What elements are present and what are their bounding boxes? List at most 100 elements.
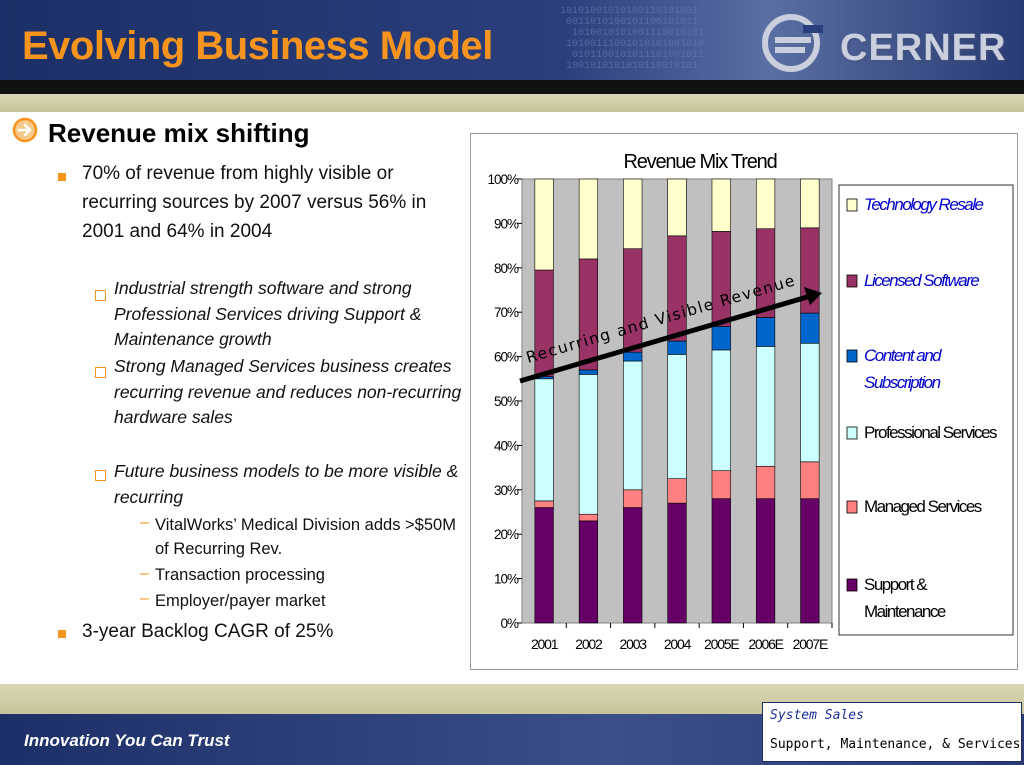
- x-tick-label: 2003: [620, 636, 648, 652]
- sub-bullet-text: Strong Managed Services business creates…: [114, 356, 462, 427]
- y-tick-label: 100%: [487, 172, 519, 187]
- y-tick-label: 0%: [500, 616, 519, 631]
- legend-label: Licensed Software: [864, 271, 979, 290]
- section-heading: Revenue mix shifting: [48, 118, 310, 148]
- bar-segment: [667, 340, 687, 355]
- bar-segment: [623, 489, 643, 508]
- x-tick-label: 2007E: [793, 636, 828, 652]
- y-tick-label: 50%: [494, 394, 519, 409]
- x-tick-label: 2004: [664, 636, 692, 652]
- legend-swatch: [846, 198, 858, 212]
- bar-segment: [755, 317, 776, 347]
- bar-segment: [755, 228, 776, 318]
- bar-segment: [623, 178, 643, 250]
- trend-arrow-line: [519, 292, 815, 384]
- sub-sub-bullet-text: VitalWorks’ Medical Division adds >$50M …: [155, 516, 456, 558]
- dash-bullet-icon: –: [140, 565, 149, 582]
- hollow-square-bullet-icon: [95, 470, 106, 481]
- bar-segment: [578, 369, 599, 375]
- binary-pattern-decoration: 10101001010100110101001 0011010100101100…: [560, 6, 705, 72]
- y-tick-label: 20%: [494, 527, 519, 542]
- square-bullet-icon: [58, 624, 72, 638]
- dash-bullet-icon: –: [140, 514, 149, 531]
- hollow-square-bullet-icon: [95, 367, 106, 378]
- y-tick-label: 70%: [494, 305, 519, 320]
- bar-segment: [578, 520, 599, 624]
- bar-segment: [534, 507, 554, 624]
- legend-box: [838, 184, 1014, 636]
- bar-segment: [623, 507, 643, 624]
- bar-segment: [800, 498, 820, 624]
- y-tick-label: 90%: [494, 216, 519, 231]
- y-tick-label: 40%: [494, 438, 519, 453]
- dash-bullet-icon: –: [140, 590, 149, 607]
- bullet-text: 70% of revenue from highly visible or re…: [82, 163, 427, 242]
- bar-segment: [667, 354, 687, 480]
- legend-label: Technology Resale: [864, 195, 984, 214]
- sub-bullet-text: Industrial strength software and strong …: [114, 278, 422, 349]
- bar-segment: [578, 513, 599, 522]
- bar-segment: [711, 498, 731, 624]
- square-bullet-icon: [58, 167, 72, 181]
- bar-segment: [578, 258, 599, 371]
- bar-segment: [755, 465, 776, 499]
- x-tick-label: 2006E: [748, 636, 783, 652]
- bar-segment: [711, 326, 731, 351]
- slide-title: Evolving Business Model: [22, 24, 493, 68]
- bar-segment: [667, 502, 687, 624]
- x-tick-label: 2001: [531, 636, 559, 652]
- legend-swatch: [846, 578, 858, 592]
- bar-segment: [755, 178, 776, 230]
- hollow-square-bullet-icon: [95, 290, 106, 301]
- y-tick-label: 10%: [494, 572, 519, 587]
- header-rule: [0, 80, 1024, 94]
- sub-sub-bullet-text: Transaction processing: [155, 566, 325, 584]
- legend-swatch: [846, 500, 858, 514]
- bar-segment: [623, 360, 643, 491]
- y-tick-label: 80%: [494, 261, 519, 276]
- legend-swatch: [846, 274, 858, 288]
- header-banner: 10101001010100110101001 0011010100101100…: [0, 0, 1024, 80]
- legend-swatch: [846, 349, 858, 363]
- footer-tagline: Innovation You Can Trust: [24, 731, 230, 750]
- bar-segment: [578, 178, 599, 260]
- bar-segment: [800, 178, 820, 229]
- y-tick-label: 30%: [494, 483, 519, 498]
- x-tick-label: 2002: [575, 636, 603, 652]
- bar-segment: [755, 498, 776, 624]
- legend-label: Managed Services: [864, 497, 982, 516]
- sub-bullet-text: Future business models to be more visibl…: [114, 461, 459, 507]
- bar-segment: [534, 178, 554, 271]
- arrow-circle-icon: [12, 117, 38, 143]
- bar-segment: [667, 178, 687, 237]
- bullet-text: 3-year Backlog CAGR of 25%: [82, 621, 334, 642]
- legend-label: Professional Services: [864, 423, 997, 442]
- trend-arrow-head: [804, 287, 822, 305]
- header-band: [0, 94, 1024, 112]
- chart-title: Revenue Mix Trend: [623, 151, 776, 173]
- bar-segment: [800, 342, 820, 463]
- bar-segment: [534, 378, 554, 502]
- callout-system-sales: System Sales: [770, 708, 864, 723]
- legend-label: Support & Maintenance: [864, 575, 946, 621]
- bar-segment: [800, 312, 820, 344]
- bar-segment: [755, 346, 776, 467]
- bar-segment: [711, 349, 731, 472]
- legend-callout-box: [762, 702, 1022, 762]
- bar-segment: [711, 470, 731, 499]
- logo-wordmark: CERNER: [840, 27, 1007, 69]
- bar-segment: [667, 478, 687, 504]
- legend-swatch: [846, 426, 858, 440]
- sub-sub-bullet-text: Employer/payer market: [155, 592, 326, 610]
- bar-segment: [623, 351, 643, 362]
- callout-recurring: Support, Maintenance, & Services: [770, 737, 1021, 752]
- bar-segment: [711, 178, 731, 232]
- revenue-mix-chart: Revenue Mix Trend 0% 10% 20% 30% 40% 50% 60% 70%…: [487, 151, 1014, 652]
- cerner-logo: [762, 14, 823, 72]
- legend-label: Content and Subscription: [864, 346, 942, 392]
- y-tick-label: 60%: [494, 350, 519, 365]
- bar-segment: [578, 374, 599, 515]
- bar-segment: [534, 500, 554, 508]
- x-tick-label: 2005E: [704, 636, 739, 652]
- bar-segment: [800, 461, 820, 499]
